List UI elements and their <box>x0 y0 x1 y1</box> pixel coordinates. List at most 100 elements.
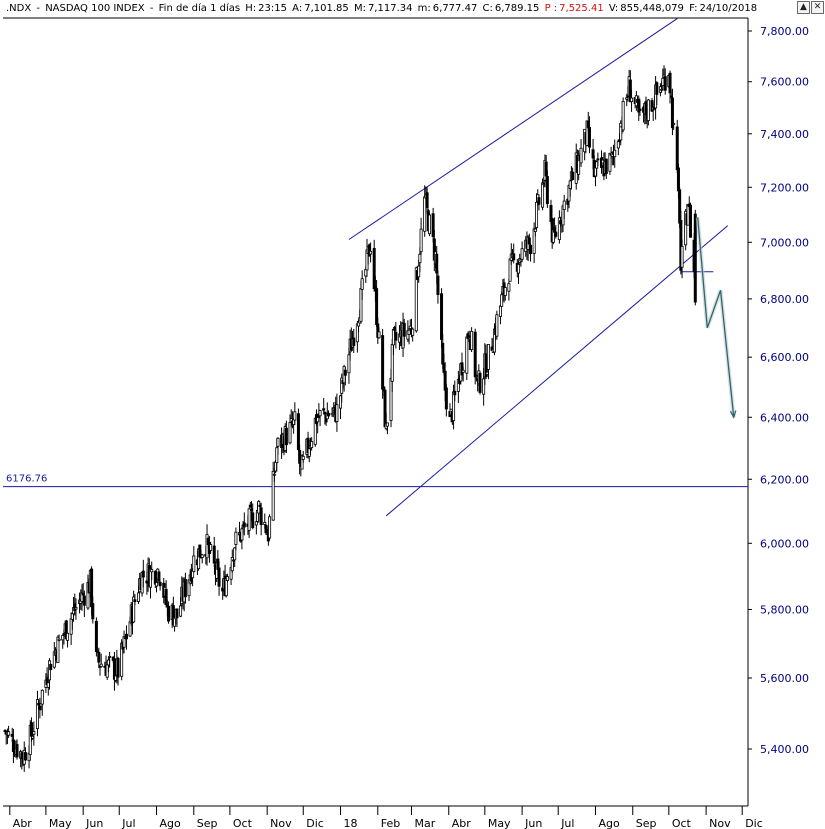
candle-body <box>133 599 137 603</box>
candle-body <box>335 404 339 422</box>
candle-body <box>436 275 440 295</box>
candle-body <box>411 328 415 336</box>
candle-body <box>271 470 275 521</box>
candle-body <box>503 287 507 296</box>
low-value: 6,777.47 <box>432 3 478 14</box>
x-tick-label: Sep <box>197 817 218 829</box>
x-tick-label: Abr <box>452 817 472 829</box>
period: Fin de día 1 días <box>158 3 241 14</box>
candle-body <box>621 101 625 131</box>
candle-body <box>465 336 469 374</box>
candle-body <box>591 149 595 159</box>
candle-body <box>495 314 499 337</box>
candle-body <box>141 570 145 578</box>
candle-body <box>517 263 521 274</box>
candle-body <box>535 201 539 228</box>
candle-body <box>49 664 53 671</box>
arrow-up-icon[interactable]: ▲ <box>797 1 810 14</box>
close-icon[interactable]: ✕ <box>811 1 824 14</box>
candle-body <box>56 636 60 663</box>
candle-body <box>630 97 634 103</box>
candle-body <box>74 607 78 610</box>
candle-body <box>381 335 385 390</box>
candle-body <box>352 337 356 346</box>
candle-body <box>431 213 435 237</box>
y-tick-label: 5,400.00 <box>760 743 809 756</box>
candle-body <box>225 576 229 581</box>
y-tick-label: 7,200.00 <box>760 181 809 194</box>
volume-value: 855,448,079 <box>620 3 684 14</box>
candle-body <box>544 161 548 177</box>
x-tick-label: Oct <box>672 817 692 829</box>
candle-body <box>259 507 263 526</box>
candle-body <box>57 638 61 641</box>
candle-body <box>419 228 423 253</box>
candle-body <box>122 636 126 648</box>
candle-body <box>638 108 642 111</box>
candle-body <box>688 204 692 238</box>
candle-body <box>200 554 204 558</box>
hour-value: 23:15 <box>258 3 287 14</box>
candle-body <box>179 605 183 617</box>
candle-body <box>272 473 276 476</box>
candle-body <box>263 521 267 525</box>
high-label: M: <box>353 3 366 14</box>
candle-body <box>512 253 516 261</box>
candle-body <box>507 283 511 292</box>
candle-body <box>533 228 537 232</box>
candle-body <box>276 437 280 447</box>
candle-body <box>402 322 406 337</box>
candle-body <box>326 412 330 417</box>
candle-body <box>385 422 389 427</box>
candle-body <box>318 410 322 417</box>
x-tick-label: Mar <box>414 817 435 829</box>
y-tick-label: 7,600.00 <box>760 76 809 89</box>
candle-body <box>316 417 320 423</box>
candle-body <box>284 427 288 446</box>
candle-body <box>604 158 608 174</box>
candle-body <box>233 547 237 561</box>
candle-body <box>32 731 36 735</box>
reference-line-label: 6176.76 <box>6 474 47 485</box>
x-tick-label: Nov <box>270 817 292 829</box>
x-tick-label: 18 <box>344 817 358 829</box>
x-tick-label: Ago <box>160 817 182 829</box>
candle-body <box>537 197 541 205</box>
candle-body <box>360 278 364 290</box>
candle-body <box>478 372 482 393</box>
y-tick-label: 5,800.00 <box>760 603 809 616</box>
candle-body <box>498 305 502 317</box>
candle-body <box>97 652 101 663</box>
candle-body <box>571 171 575 181</box>
candle-body <box>175 608 179 619</box>
x-tick-label: Nov <box>709 817 731 829</box>
candle-body <box>554 231 558 237</box>
y-tick-label: 6,000.00 <box>760 537 809 550</box>
x-tick-label: Jul <box>560 817 574 829</box>
candle-body <box>343 369 347 376</box>
candle-body <box>99 663 103 667</box>
candle-body <box>347 354 351 374</box>
x-tick-label: Oct <box>233 817 253 829</box>
y-tick-label: 6,200.00 <box>760 473 809 486</box>
candle-body <box>527 237 531 245</box>
candle-body <box>587 126 591 148</box>
open-label: A: <box>292 3 303 14</box>
candle-body <box>242 522 246 528</box>
open-value: 7,101.85 <box>304 3 349 14</box>
candle-body <box>293 411 297 421</box>
x-tick-label: May <box>49 817 72 829</box>
candle-body <box>158 581 162 587</box>
candle-body <box>670 97 674 129</box>
y-tick-label: 7,000.00 <box>760 236 809 249</box>
candle-body <box>268 516 272 539</box>
volume-label: V: <box>608 3 619 14</box>
candle-body <box>296 413 300 451</box>
projection-arrow-head <box>729 410 737 419</box>
candle-body <box>414 267 418 332</box>
candle-body <box>407 329 411 335</box>
candle-body <box>444 387 448 410</box>
date-label: F: <box>689 3 698 14</box>
